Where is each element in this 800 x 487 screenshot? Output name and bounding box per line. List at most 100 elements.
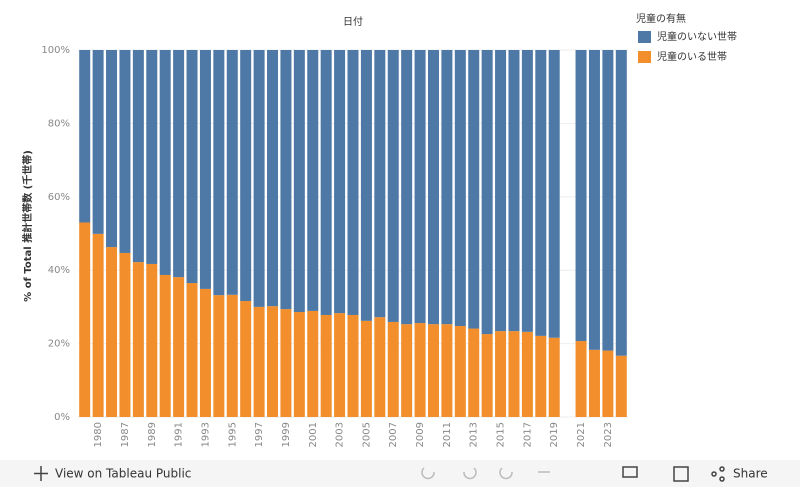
bar-segment xyxy=(307,310,319,417)
bar-segment xyxy=(132,262,144,417)
bar-segment xyxy=(92,233,104,417)
x-tick-label: 2013 xyxy=(469,422,480,447)
x-tick-label: 1993 xyxy=(200,422,211,447)
x-tick-label: 2001 xyxy=(308,422,319,447)
bar-segment xyxy=(521,50,533,332)
bar-segment xyxy=(575,341,587,417)
bar-segment xyxy=(360,50,372,321)
x-tick-label: 2005 xyxy=(361,422,372,447)
share-button[interactable]: Share xyxy=(733,467,768,481)
bar-segment xyxy=(119,50,131,253)
bar-segment xyxy=(173,277,185,417)
toolbar-icons xyxy=(421,466,725,482)
y-axis-label: % of Total 推計世帯数 (千世帯) xyxy=(21,150,34,302)
bar-segment xyxy=(441,324,453,417)
bar-segment xyxy=(495,331,507,417)
bar-segment xyxy=(414,50,426,324)
bar-segment xyxy=(481,334,493,417)
x-tick-label: 2011 xyxy=(442,422,453,447)
y-tick-label: 0% xyxy=(54,412,70,423)
bar-segment xyxy=(588,349,600,417)
x-tick-label: 1987 xyxy=(120,422,131,447)
legend-swatch xyxy=(638,31,651,43)
bar-segment xyxy=(508,331,520,417)
bar-segment xyxy=(454,325,466,417)
y-tick-label: 40% xyxy=(48,265,70,276)
x-tick-label: 1997 xyxy=(254,422,265,447)
bar-segment xyxy=(427,324,439,417)
legend-title: 児童の有無 xyxy=(636,12,686,25)
x-tick-label: 2003 xyxy=(335,422,346,447)
bar-segment xyxy=(226,294,238,417)
bar-segment xyxy=(146,50,158,264)
bar-segment xyxy=(347,50,359,315)
legend-label: 児童のいない世帯 xyxy=(657,30,737,43)
y-tick-label: 100% xyxy=(41,45,70,56)
bar-segment xyxy=(280,309,292,417)
x-tick-label: 1989 xyxy=(147,422,158,447)
bar-segment xyxy=(535,50,547,336)
legend-label: 児童のいる世帯 xyxy=(657,50,727,63)
bar-segment xyxy=(199,50,211,289)
bar-segment xyxy=(508,50,520,332)
view-link[interactable]: View on Tableau Public xyxy=(55,467,191,481)
y-tick-label: 80% xyxy=(48,118,70,129)
bar-segment xyxy=(132,50,144,263)
bar-segment xyxy=(495,50,507,332)
bar-segment xyxy=(267,50,279,307)
bar-segment xyxy=(320,314,332,417)
bar-segment xyxy=(119,252,131,417)
x-tick-label: 2007 xyxy=(388,422,399,447)
toolbar xyxy=(0,460,800,487)
bar-segment xyxy=(79,50,91,223)
bar-segment xyxy=(267,306,279,417)
bar-segment xyxy=(454,50,466,326)
bar-segment xyxy=(106,247,118,417)
y-tick-label: 60% xyxy=(48,192,70,203)
bar-segment xyxy=(240,50,252,302)
bar-segment xyxy=(521,331,533,417)
bar-segment xyxy=(535,335,547,417)
bar-segment xyxy=(199,288,211,417)
bar-segment xyxy=(387,50,399,322)
bar-segment xyxy=(320,50,332,315)
bar-segment xyxy=(401,50,413,325)
bar-segment xyxy=(186,50,198,284)
header: 日付 xyxy=(343,15,363,28)
bar-segment xyxy=(548,50,560,338)
bar-segment xyxy=(414,323,426,417)
y-tick-label: 20% xyxy=(48,339,70,350)
bar-segment xyxy=(159,274,171,417)
bar-segment xyxy=(602,50,614,351)
x-tick-label: 2019 xyxy=(549,422,560,447)
bar-segment xyxy=(226,50,238,295)
bar-segment xyxy=(575,50,587,342)
bar-segment xyxy=(79,222,91,417)
bar-segment xyxy=(427,50,439,325)
x-tick-label: 1980 xyxy=(93,422,104,447)
bar-segment xyxy=(280,50,292,310)
bar-segment xyxy=(387,321,399,417)
legend-swatch xyxy=(638,51,651,63)
bar-segment xyxy=(146,263,158,417)
x-tick-label: 2021 xyxy=(576,422,587,447)
x-tick-label: 1995 xyxy=(227,422,238,447)
bar-segment xyxy=(293,50,305,313)
bar-segment xyxy=(334,50,346,314)
bar-segment xyxy=(374,317,386,417)
x-tick-label: 2009 xyxy=(415,422,426,447)
bar-segment xyxy=(468,50,480,329)
bar-segment xyxy=(347,314,359,417)
x-tick-label: 1999 xyxy=(281,422,292,447)
bar-segment xyxy=(106,50,118,248)
tableau-icon xyxy=(34,466,48,481)
bar-segment xyxy=(253,50,265,307)
x-tick-label: 2023 xyxy=(603,422,614,447)
bar-segment xyxy=(360,320,372,417)
bar-segment xyxy=(615,355,627,417)
bar-segment xyxy=(253,306,265,417)
bar-segment xyxy=(173,50,185,278)
bar-segment xyxy=(441,50,453,325)
x-tick-label: 2017 xyxy=(522,422,533,447)
